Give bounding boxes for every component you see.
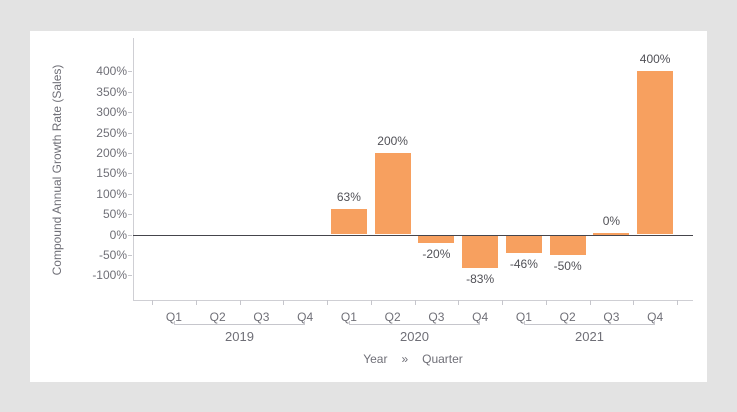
x-axis-title: Year » Quarter xyxy=(133,351,693,367)
x-tick-mark xyxy=(633,300,635,305)
bar-value-label: -50% xyxy=(553,258,582,273)
quarter-label: Q2 xyxy=(209,310,226,324)
x-tick-mark xyxy=(195,300,197,305)
x-tick-mark xyxy=(327,300,328,305)
drilldown-separator-icon: » xyxy=(401,352,409,366)
year-label: 2020 xyxy=(400,329,429,344)
x-tick-mark xyxy=(370,300,372,305)
quarter-label: Q3 xyxy=(428,310,445,324)
quarter-label: Q4 xyxy=(472,310,489,324)
x-tick-mark xyxy=(414,300,416,305)
x-axis-title-primary: Year xyxy=(363,352,388,366)
bar-value-label: -46% xyxy=(509,257,538,272)
quarter-label: Q2 xyxy=(559,310,576,324)
quarter-label: Q4 xyxy=(647,310,664,324)
quarter-label: Q1 xyxy=(165,310,182,324)
x-tick-mark xyxy=(589,300,591,305)
x-tick-mark xyxy=(502,300,503,305)
y-tick-label: 150% xyxy=(96,166,127,181)
quarter-label: Q1 xyxy=(515,310,532,324)
bar[interactable] xyxy=(418,234,455,243)
bar[interactable] xyxy=(505,234,542,254)
y-tick-mark xyxy=(128,255,132,256)
bar[interactable] xyxy=(637,71,674,235)
x-tick-mark xyxy=(152,300,153,305)
bar-value-label: -83% xyxy=(466,272,495,287)
bar[interactable] xyxy=(462,234,499,269)
x-axis-line xyxy=(133,300,693,301)
year-label: 2021 xyxy=(575,329,604,344)
year-label: 2019 xyxy=(225,329,254,344)
y-tick-mark xyxy=(128,173,132,174)
y-tick-label: 0% xyxy=(109,227,127,242)
y-tick-label: -100% xyxy=(92,268,127,283)
y-tick-label: 250% xyxy=(96,125,127,140)
x-tick-mark xyxy=(677,300,678,305)
bar-value-label: 200% xyxy=(377,133,408,148)
zero-line xyxy=(133,235,693,236)
bar-value-label: 0% xyxy=(602,213,621,228)
year-bracket xyxy=(348,321,481,325)
bar-value-label: -20% xyxy=(422,246,451,261)
quarter-label: Q3 xyxy=(603,310,620,324)
plot-area: Year » Quarter 400% 350% 300% 250% 200% 150% 100… xyxy=(92,38,693,366)
y-tick-mark xyxy=(128,194,132,195)
y-tick-label: -50% xyxy=(98,247,127,262)
x-tick-mark xyxy=(458,300,460,305)
y-tick-label: 200% xyxy=(96,145,127,160)
y-tick-mark xyxy=(128,153,132,154)
y-tick-label: 50% xyxy=(102,207,127,222)
quarter-label: Q3 xyxy=(253,310,270,324)
x-axis-title-secondary: Quarter xyxy=(422,352,463,366)
y-tick-mark xyxy=(128,275,132,276)
y-tick-mark xyxy=(128,71,132,72)
y-tick-label: 100% xyxy=(96,186,127,201)
y-tick-mark xyxy=(128,235,132,236)
y-tick-label: 350% xyxy=(96,84,127,99)
bar[interactable] xyxy=(549,234,586,255)
quarter-label: Q2 xyxy=(384,310,401,324)
y-tick-mark xyxy=(128,133,132,134)
y-axis-title: Compound Annual Growth Rate (Sales) xyxy=(50,64,64,276)
quarter-label: Q1 xyxy=(340,310,357,324)
y-tick-label: 400% xyxy=(96,64,127,79)
x-tick-mark xyxy=(239,300,241,305)
y-tick-label: 300% xyxy=(96,105,127,120)
quarter-label: Q4 xyxy=(297,310,314,324)
y-tick-mark xyxy=(128,112,132,113)
y-tick-mark xyxy=(128,214,132,215)
x-tick-mark xyxy=(545,300,547,305)
bar[interactable] xyxy=(593,232,630,235)
chart-card[interactable]: Compound Annual Growth Rate (Sales) Year… xyxy=(30,31,707,382)
y-axis-line xyxy=(133,38,134,300)
bar-value-label: 63% xyxy=(336,189,361,204)
year-bracket xyxy=(173,321,306,325)
x-tick-mark xyxy=(283,300,285,305)
bar[interactable] xyxy=(374,152,411,235)
year-bracket xyxy=(523,321,656,325)
bar-value-label: 400% xyxy=(639,52,671,67)
y-tick-mark xyxy=(128,92,132,93)
bar[interactable] xyxy=(330,208,367,235)
